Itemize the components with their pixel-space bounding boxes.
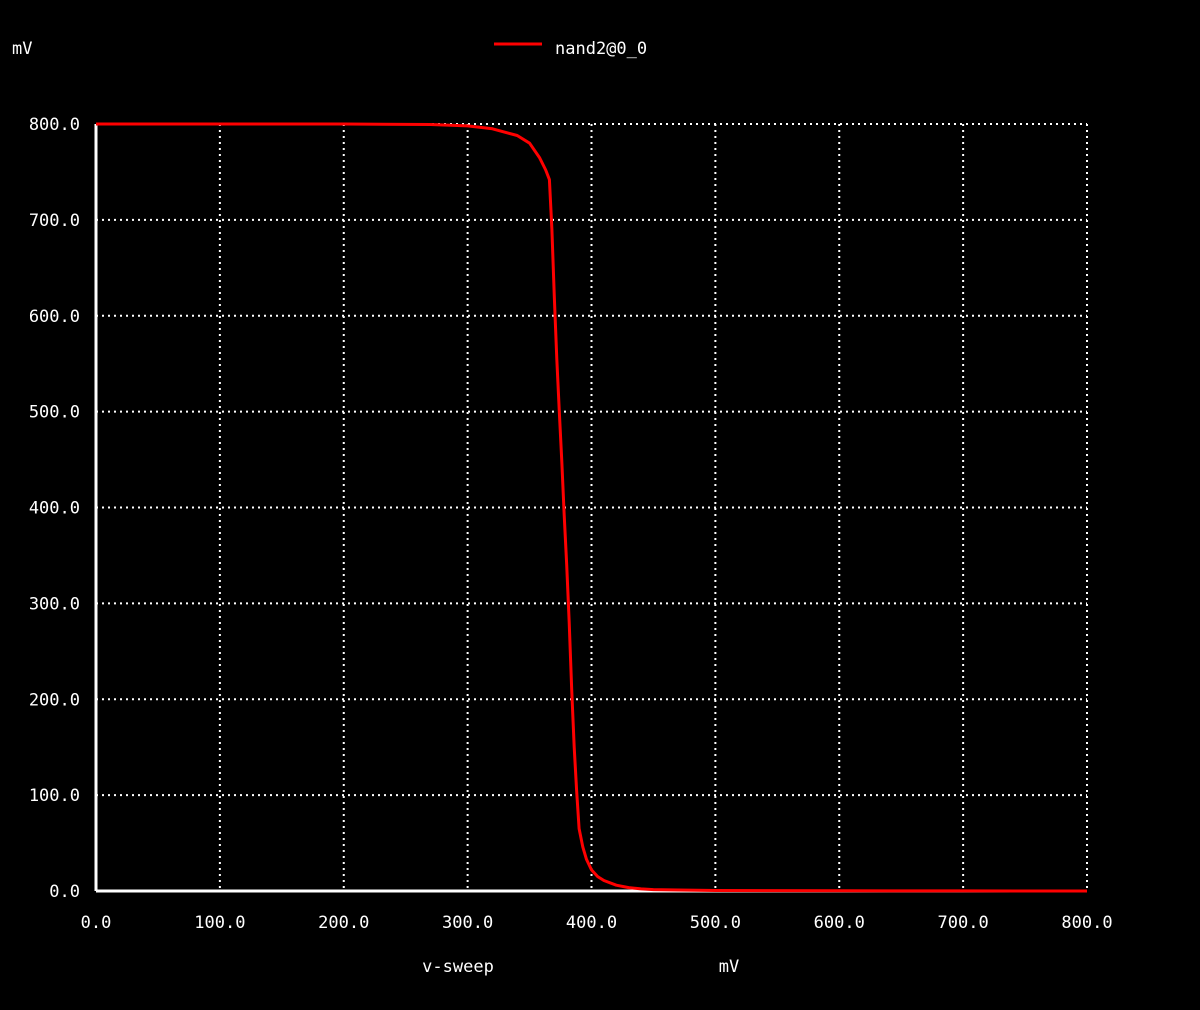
grid-layer [96, 123, 1088, 891]
legend: nand2@0_0 [494, 39, 647, 59]
series-line [96, 122, 1088, 893]
y-tick-label: 700.0 [29, 211, 80, 231]
y-tick-label: 0.0 [49, 882, 80, 902]
ticks-layer: 0.0 100.0 200.0 300.0 400.0 500.0 600.0 700.0 80… [29, 115, 1113, 933]
x-tick-label: 700.0 [938, 913, 989, 933]
y-tick-label: 400.0 [29, 499, 80, 519]
x-tick-label: 0.0 [81, 913, 112, 933]
y-tick-label: 800.0 [29, 115, 80, 135]
y-tick-label: 300.0 [29, 594, 80, 614]
x-tick-label: 300.0 [442, 913, 493, 933]
x-axis-label: v-sweep [422, 957, 494, 977]
y-tick-label: 100.0 [29, 786, 80, 806]
x-tick-label: 200.0 [318, 913, 369, 933]
y-tick-label: 200.0 [29, 690, 80, 710]
x-tick-label: 100.0 [194, 913, 245, 933]
y-axis-label: mV [12, 39, 32, 59]
x-tick-label: 600.0 [814, 913, 865, 933]
x-tick-label: 800.0 [1061, 913, 1112, 933]
x-axis-unit: mV [719, 957, 739, 977]
legend-label: nand2@0_0 [555, 39, 647, 59]
x-tick-label: 400.0 [566, 913, 617, 933]
x-tick-label: 500.0 [690, 913, 741, 933]
y-tick-label: 600.0 [29, 307, 80, 327]
y-tick-label: 500.0 [29, 403, 80, 423]
series-layer [96, 122, 1088, 893]
